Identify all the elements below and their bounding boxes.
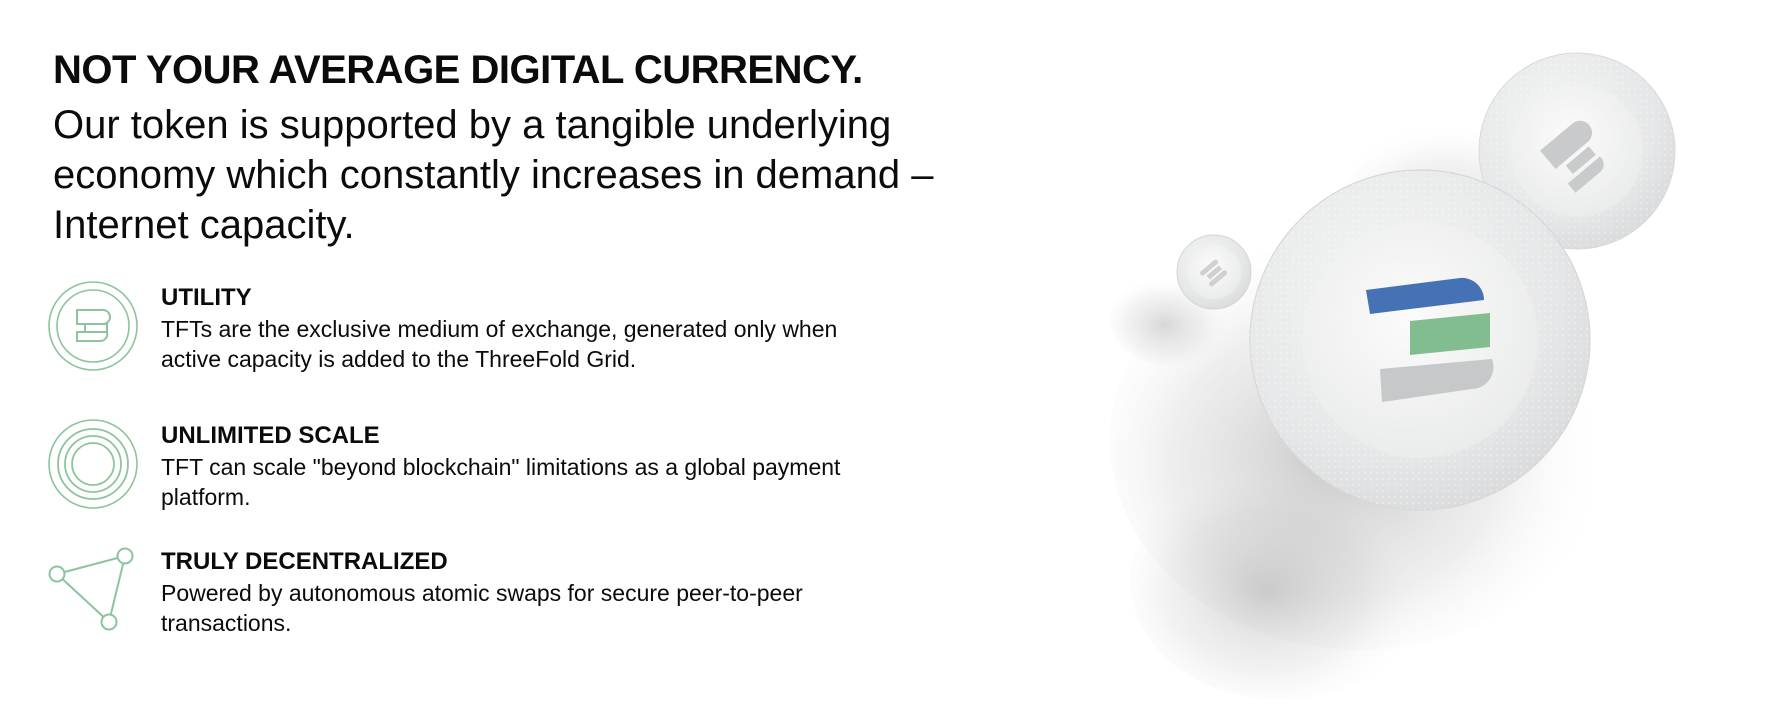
medium-coin — [1478, 52, 1676, 250]
threefold-coins-illustration — [1110, 52, 1676, 700]
feature-unlimited-scale: UNLIMITED SCALE TFT can scale "beyond bl… — [47, 418, 907, 518]
logo-bar-gray — [1380, 359, 1494, 402]
feature-text: TRULY DECENTRALIZED Powered by autonomou… — [161, 548, 901, 638]
feature-utility: UTILITY TFTs are the exclusive medium of… — [47, 280, 907, 380]
hero: NOT YOUR AVERAGE DIGITAL CURRENCY. Our t… — [53, 46, 953, 250]
feature-description: Powered by autonomous atomic swaps for s… — [161, 580, 803, 636]
logo-bar-blue — [1366, 277, 1485, 314]
feature-text: UNLIMITED SCALE TFT can scale "beyond bl… — [161, 422, 901, 512]
logo-bar-green — [1410, 313, 1490, 355]
feature-title: UTILITY — [161, 284, 252, 311]
small-coin — [1176, 234, 1252, 310]
feature-title: TRULY DECENTRALIZED — [161, 548, 448, 575]
concentric-circles-icon — [48, 419, 138, 509]
feature-description: TFTs are the exclusive medium of exchang… — [161, 316, 838, 372]
feature-title: UNLIMITED SCALE — [161, 422, 380, 449]
network-nodes-icon — [48, 547, 134, 631]
feature-text: UTILITY TFTs are the exclusive medium of… — [161, 284, 901, 374]
token-icon — [48, 281, 138, 371]
feature-truly-decentralized: TRULY DECENTRALIZED Powered by autonomou… — [47, 544, 907, 644]
headline: NOT YOUR AVERAGE DIGITAL CURRENCY. — [53, 48, 863, 92]
large-coin — [1249, 169, 1591, 511]
subheadline: Our token is supported by a tangible und… — [53, 103, 934, 247]
feature-description: TFT can scale "beyond blockchain" limita… — [161, 454, 841, 510]
